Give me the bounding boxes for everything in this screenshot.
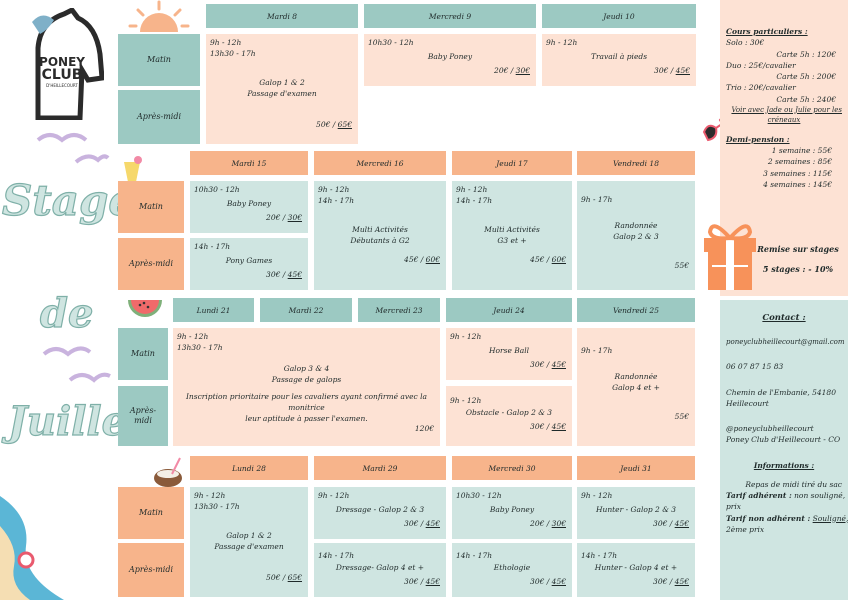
beach-decoration	[0, 496, 64, 600]
day-header: Lundi 28	[190, 456, 308, 480]
birds-icon-2	[42, 346, 111, 383]
contact-panel: Contact : poneyclubheillecourt@gmail.com…	[720, 300, 848, 600]
day-header: Vendredi 18	[577, 151, 695, 175]
phone-text: 06 07 87 15 83	[726, 362, 784, 372]
title-de: de	[39, 289, 94, 337]
cours-title: Cours particuliers :	[726, 27, 808, 36]
activity-galop-1-2: 9h - 12h 13h30 - 17h Galop 1 & 2 Passage…	[190, 487, 308, 597]
row-label-apres-midi: Après-midi	[118, 386, 168, 446]
activity-pony-games: 14h - 17h Pony Games 30€ / 45€	[190, 238, 308, 290]
activity-baby-poney: 10h30 - 12h Baby Poney 20€ / 30€	[190, 181, 308, 233]
coconut-icon	[150, 456, 186, 488]
activity-multi-activites-debutants: 9h - 12h 14h - 17h Multi Activités Début…	[314, 181, 446, 290]
contact-title: Contact :	[762, 313, 806, 323]
activity-dressage-galop-2-3: 9h - 12h Dressage - Galop 2 & 3 30€ / 45…	[314, 487, 446, 539]
day-header: Mardi 8	[206, 4, 358, 28]
activity-randonnee-galop-4: 9h - 17h Randonnée Galop 4 et + 55€	[577, 328, 695, 446]
activity-travail-a-pieds: 9h - 12h Travail à pieds 30€ / 45€	[542, 34, 696, 86]
day-header: Jeudi 17	[452, 151, 572, 175]
activity-hunter-galop-4: 14h - 17h Hunter - Galop 4 et + 30€ / 45…	[577, 543, 695, 597]
row-label-apres-midi: Après-midi	[118, 543, 184, 597]
row-label-apres-midi: Après-midi	[118, 90, 200, 144]
remise-title: Remise sur stages	[757, 244, 839, 254]
demi-pension-title: Demi-pension :	[726, 134, 790, 144]
logo-line1: PONEY	[39, 55, 85, 69]
info-title: Informations :	[753, 460, 815, 470]
horse-head-icon	[32, 6, 105, 121]
activity-randonnee-galop-2-3: 9h - 17h Randonnée Galop 2 & 3 55€	[577, 181, 695, 290]
sun-icon	[128, 0, 190, 32]
activity-baby-poney: 10h30 - 12h Baby Poney 20€ / 30€	[452, 487, 572, 539]
row-label-matin: Matin	[118, 487, 184, 539]
logo-line3: D'HEILLECOURT	[46, 83, 78, 88]
day-header: Jeudi 24	[446, 298, 572, 322]
watermelon-icon	[126, 296, 164, 322]
activity-dressage-galop-4: 14h - 17h Dressage- Galop 4 et + 30€ / 4…	[314, 543, 446, 597]
logo-line2: CLUB	[41, 67, 83, 83]
day-header: Jeudi 10	[542, 4, 696, 28]
email-text: poneyclubheillecourt@gmail.com	[726, 337, 845, 346]
birds-icon	[36, 133, 110, 164]
activity-hunter-galop-2-3: 9h - 12h Hunter - Galop 2 & 3 30€ / 45€	[577, 487, 695, 539]
activity-baby-poney: 10h30 - 12h Baby Poney 20€ / 30€	[364, 34, 536, 86]
day-header: Vendredi 25	[577, 298, 695, 322]
pricing-panel: Cours particuliers : Solo : 30€ Carte 5h…	[720, 0, 848, 296]
remise-value: 5 stages : - 10%	[762, 264, 834, 274]
row-label-matin: Matin	[118, 181, 184, 233]
row-label-matin: Matin	[118, 328, 168, 380]
day-header: Mardi 22	[260, 298, 352, 322]
activity-multi-activites-g3: 9h - 12h 14h - 17h Multi Activités G3 et…	[452, 181, 572, 290]
row-label-apres-midi: Après-midi	[118, 238, 184, 290]
row-label-matin: Matin	[118, 34, 200, 86]
logo: PONEY CLUB D'HEILLECOURT	[22, 6, 105, 121]
activity-ethologie: 14h - 17h Ethologie 30€ / 45€	[452, 543, 572, 597]
gift-icon	[698, 212, 762, 292]
activity-horse-ball: 9h - 12h Horse Ball 30€ / 45€	[446, 328, 572, 380]
activity-obstacle: 9h - 12h Obstacle - Galop 2 & 3 30€ / 45…	[446, 386, 572, 446]
day-header: Mardi 15	[190, 151, 308, 175]
day-header: Mardi 29	[314, 456, 446, 480]
day-header: Lundi 21	[173, 298, 254, 322]
day-header: Mercredi 30	[452, 456, 572, 480]
day-header: Mercredi 23	[358, 298, 440, 322]
day-header: Mercredi 9	[364, 4, 536, 28]
day-header: Jeudi 31	[577, 456, 695, 480]
day-header: Mercredi 16	[314, 151, 446, 175]
activity-galop-1-2: 9h - 12h 13h30 - 17h Galop 1 & 2 Passage…	[206, 34, 358, 144]
activity-galop-3-4: 9h - 12h 13h30 - 17h Galop 3 & 4 Passage…	[173, 328, 440, 446]
